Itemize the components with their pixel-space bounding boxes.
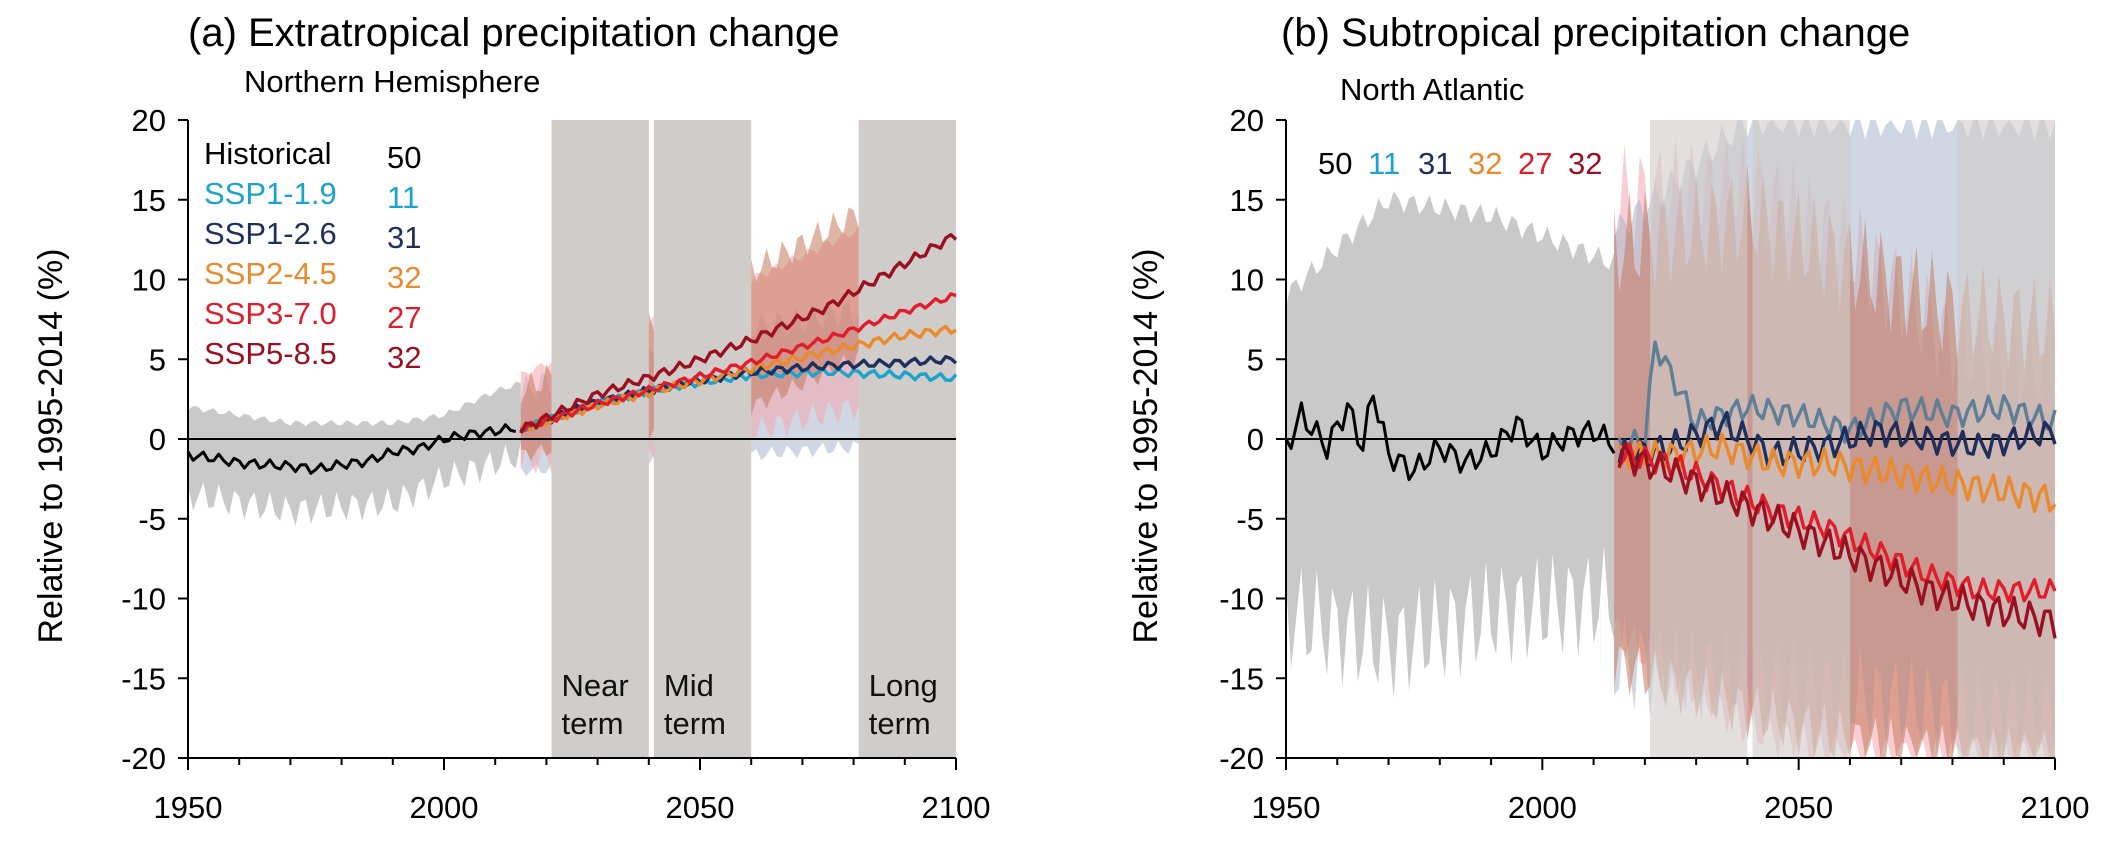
y-tick-label: -15 xyxy=(1219,661,1264,696)
x-tick-label: 2050 xyxy=(666,790,735,825)
panel-b-subtitle: North Atlantic xyxy=(1340,72,1524,107)
term-label: term xyxy=(869,706,931,741)
legend-entry-count: 11 xyxy=(387,180,419,215)
panel-b-y-axis-label: Relative to 1995-2014 (%) xyxy=(1127,248,1165,643)
legend-entry-count: 50 xyxy=(387,140,421,175)
legend-entry-count: 31 xyxy=(387,220,421,255)
y-tick-label: -10 xyxy=(1219,582,1264,617)
series-line-historical xyxy=(186,423,517,475)
y-tick-label: 15 xyxy=(1230,183,1264,218)
term-label: Long xyxy=(869,668,938,703)
legend-entry-count: 27 xyxy=(1518,146,1552,181)
panel-a-legend: Historical 50 SSP1-1.9 11 SSP1-2.6 31 SSP2-4.5… xyxy=(204,136,421,375)
y-tick-label: 10 xyxy=(132,263,166,298)
x-tick-label: 2100 xyxy=(2021,790,2090,825)
x-tick-label: 2000 xyxy=(1508,790,1577,825)
legend-entry-count: 27 xyxy=(387,300,421,335)
term-label: Mid xyxy=(664,668,714,703)
panel-b-title: (b) Subtropical precipitation change xyxy=(1281,11,1910,55)
panel-a-series-lines xyxy=(186,232,958,475)
y-tick-label: -20 xyxy=(1219,741,1264,776)
legend-entry-name: SSP1-2.6 xyxy=(204,216,337,251)
series-line-ssp2-4-5 xyxy=(1619,432,2057,514)
legend-entry-name: SSP2-4.5 xyxy=(204,256,337,291)
legend-entry-count: 31 xyxy=(1418,146,1452,181)
legend-entry-count: 32 xyxy=(387,260,421,295)
panel-b-series-lines xyxy=(1284,340,2057,639)
legend-entry-name: SSP3-7.0 xyxy=(204,296,337,331)
y-tick-label: -5 xyxy=(138,502,166,537)
series-line-ssp1-2-6 xyxy=(1617,410,2057,468)
x-tick-label: 1950 xyxy=(1252,790,1321,825)
y-tick-label: 0 xyxy=(1247,422,1264,457)
y-tick-label: -10 xyxy=(121,582,166,617)
series-line-historical xyxy=(1284,394,1616,482)
x-tick-label: 1950 xyxy=(154,790,223,825)
legend-entry-name: Historical xyxy=(204,136,331,171)
legend-entry-name: SSP5-8.5 xyxy=(204,336,337,371)
term-label: term xyxy=(562,706,624,741)
legend-entry-name: SSP1-1.9 xyxy=(204,176,337,211)
y-tick-label: 20 xyxy=(132,103,166,138)
panel-a-extratropical: (a) Extratropical precipitation change N… xyxy=(32,11,990,825)
series-line-ssp1-2-6 xyxy=(519,355,958,433)
panel-b-legend: 50 11 31 32 27 32 xyxy=(1318,146,1602,181)
y-tick-label: 0 xyxy=(149,422,166,457)
series-line-ssp3-7-0 xyxy=(1617,441,2057,604)
x-tick-label: 2050 xyxy=(1764,790,1833,825)
x-tick-label: 2000 xyxy=(410,790,479,825)
y-tick-label: -20 xyxy=(121,741,166,776)
legend-entry-count: 32 xyxy=(1568,146,1602,181)
legend-entry-count: 32 xyxy=(387,340,421,375)
y-tick-label: 10 xyxy=(1230,263,1264,298)
term-label: term xyxy=(664,706,726,741)
panel-a-title: (a) Extratropical precipitation change xyxy=(188,11,839,55)
uncertainty-band xyxy=(188,381,521,526)
series-line-ssp5-8-5 xyxy=(519,232,958,434)
y-tick-label: 15 xyxy=(132,183,166,218)
x-tick-label: 2100 xyxy=(922,790,991,825)
panel-a-subtitle: Northern Hemisphere xyxy=(244,64,540,99)
legend-entry-count: 32 xyxy=(1468,146,1502,181)
y-tick-label: -5 xyxy=(1236,502,1264,537)
y-tick-label: 20 xyxy=(1230,103,1264,138)
legend-entry-count: 50 xyxy=(1318,146,1352,181)
term-label: Near xyxy=(562,668,629,703)
panel-b-subtropical: (b) Subtropical precipitation change Nor… xyxy=(1127,11,2089,825)
series-line-ssp5-8-5 xyxy=(1617,442,2057,639)
panel-a-y-axis-label: Relative to 1995-2014 (%) xyxy=(32,248,70,643)
y-tick-label: 5 xyxy=(1247,342,1264,377)
legend-entry-count: 11 xyxy=(1368,146,1400,181)
y-tick-label: -15 xyxy=(121,661,166,696)
series-line-ssp3-7-0 xyxy=(519,292,957,434)
y-tick-label: 5 xyxy=(149,342,166,377)
series-line-ssp1-1-9 xyxy=(1617,340,2057,457)
